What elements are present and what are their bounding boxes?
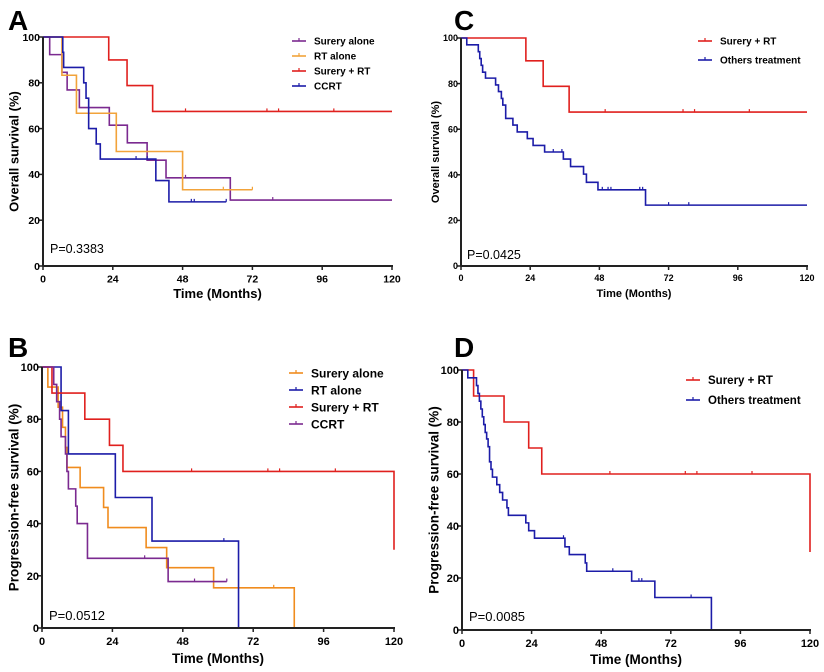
- x-tick-label: 96: [316, 274, 328, 286]
- series-line-others-treatment: [461, 37, 807, 206]
- panel-a: A Surery alone RT alone Surery + RT CCRT 0 24 4…: [7, 5, 401, 301]
- legend-label: CCRT: [311, 417, 345, 431]
- series-line-ccrt: [43, 36, 227, 203]
- y-axis-title: Overall survival (%): [430, 101, 442, 203]
- x-tick-label: 0: [458, 273, 463, 283]
- x-tick-label: 48: [177, 274, 189, 286]
- x-tick-label: 48: [595, 638, 607, 650]
- x-tick-label: 72: [247, 274, 259, 286]
- series-line-rt-alone: [43, 36, 253, 191]
- x-axis-title: Time (Months): [590, 652, 682, 667]
- legend-label: RT alone: [311, 383, 362, 397]
- p-value-annotation: P=0.0512: [49, 608, 105, 623]
- x-tick-label: 24: [107, 274, 119, 286]
- series-line-surery-rt: [42, 366, 395, 550]
- legend-label: Surery + RT: [311, 400, 379, 414]
- legend-label: Others treatment: [720, 56, 801, 67]
- y-tick-label: 100: [22, 32, 40, 44]
- y-tick-label: 40: [28, 169, 40, 181]
- x-tick-label: 0: [40, 274, 46, 286]
- panel-label: C: [454, 5, 474, 36]
- x-axis-title: Time (Months): [172, 651, 264, 666]
- x-tick-label: 96: [317, 636, 329, 648]
- x-tick-label: 72: [665, 638, 677, 650]
- x-tick-label: 120: [383, 274, 401, 286]
- legend-label: Surery + RT: [708, 375, 773, 387]
- x-tick-label: 24: [525, 638, 538, 650]
- series-line-ccrt: [42, 366, 227, 583]
- y-tick-label: 20: [27, 571, 39, 583]
- series-line-surery-alone: [42, 366, 296, 628]
- series-line-others-treatment: [462, 369, 713, 630]
- x-tick-label: 24: [525, 273, 535, 283]
- y-tick-label: 60: [448, 124, 458, 134]
- panel-b: B Surery alone RT alone Surery + RT CCRT 0 24 4…: [7, 332, 404, 666]
- y-tick-label: 20: [447, 573, 459, 585]
- y-tick-label: 100: [441, 365, 459, 377]
- y-tick-label: 100: [443, 33, 458, 43]
- x-axis-title: Time (Months): [597, 288, 672, 300]
- y-tick-label: 40: [27, 519, 39, 531]
- x-tick-label: 0: [459, 638, 465, 650]
- y-tick-label: 0: [33, 623, 39, 635]
- series-line-surery-rt: [43, 36, 392, 113]
- y-tick-label: 80: [27, 414, 39, 426]
- x-tick-label: 48: [177, 636, 189, 648]
- legend-label: Surery alone: [311, 366, 384, 380]
- y-tick-label: 80: [28, 78, 40, 90]
- y-tick-label: 60: [447, 469, 459, 481]
- legend-label: CCRT: [314, 82, 342, 93]
- x-tick-label: 120: [801, 638, 819, 650]
- y-tick-label: 40: [448, 170, 458, 180]
- y-tick-label: 80: [447, 417, 459, 429]
- legend-label: Others treatment: [708, 395, 801, 407]
- x-tick-label: 48: [594, 273, 604, 283]
- p-value-annotation: P=0.0085: [469, 609, 525, 624]
- p-value-annotation: P=0.0425: [467, 248, 521, 262]
- series-line-surery-rt: [461, 37, 807, 113]
- x-tick-label: 96: [733, 273, 743, 283]
- panel-label: D: [454, 332, 474, 363]
- y-tick-label: 20: [448, 216, 458, 226]
- legend-label: RT alone: [314, 52, 357, 63]
- legend-label: Surery + RT: [720, 37, 776, 48]
- legend-label: Surery alone: [314, 37, 375, 48]
- x-tick-label: 0: [39, 636, 45, 648]
- panel-d: D Surery + RT Others treatment 0 24 48 72 96 120…: [427, 332, 820, 667]
- x-tick-label: 72: [664, 273, 674, 283]
- y-axis-title: Progression-free survival (%): [427, 406, 442, 594]
- x-tick-label: 24: [106, 636, 119, 648]
- y-tick-label: 100: [21, 362, 39, 374]
- x-tick-label: 72: [247, 636, 259, 648]
- panel-label: A: [8, 5, 28, 36]
- y-tick-label: 20: [28, 215, 40, 227]
- y-tick-label: 0: [453, 261, 458, 271]
- y-tick-label: 40: [447, 521, 459, 533]
- series-line-surery-rt: [462, 369, 811, 552]
- x-tick-label: 96: [734, 638, 746, 650]
- x-tick-label: 120: [385, 636, 403, 648]
- y-tick-label: 80: [448, 79, 458, 89]
- series-line-rt-alone: [42, 366, 240, 628]
- y-tick-label: 60: [28, 123, 40, 135]
- y-tick-label: 0: [453, 625, 459, 637]
- panel-c: C Surery + RT Others treatment 0 24 48 72 96 120…: [430, 5, 815, 300]
- x-axis-title: Time (Months): [173, 286, 262, 301]
- y-tick-label: 0: [34, 261, 40, 273]
- p-value-annotation: P=0.3383: [50, 242, 104, 256]
- x-tick-label: 120: [799, 273, 814, 283]
- y-tick-label: 60: [27, 466, 39, 478]
- legend-label: Surery + RT: [314, 67, 370, 78]
- panel-label: B: [8, 332, 28, 363]
- y-axis-title: Overall survival (%): [7, 91, 22, 212]
- y-axis-title: Progression-free survival (%): [7, 404, 22, 592]
